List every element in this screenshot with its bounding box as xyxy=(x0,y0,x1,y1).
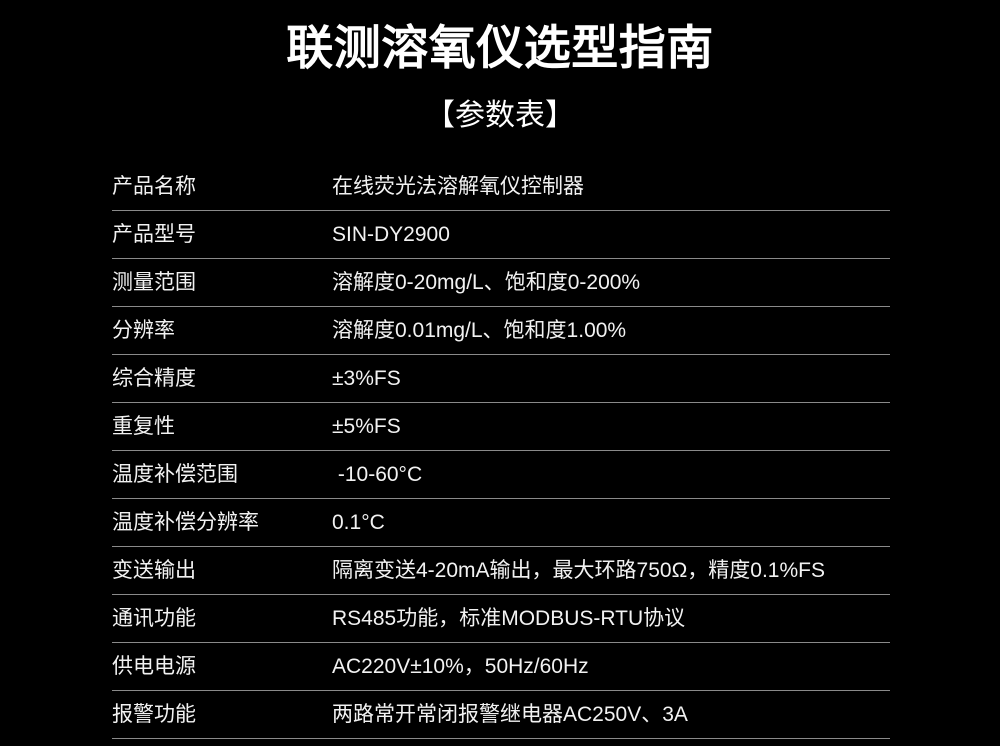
table-row-accuracy: 综合精度 ±3%FS xyxy=(112,355,890,403)
spec-value: AC220V±10%，50Hz/60Hz xyxy=(332,654,589,678)
table-row-measure-range: 测量范围 溶解度0-20mg/L、饱和度0-200% xyxy=(112,259,890,307)
spec-label: 重复性 xyxy=(112,414,175,438)
table-row-temp-comp-range: 温度补偿范围 -10-60°C xyxy=(112,451,890,499)
spec-label: 变送输出 xyxy=(112,558,196,582)
spec-label: 分辨率 xyxy=(112,318,175,342)
spec-value: 隔离变送4-20mA输出，最大环路750Ω，精度0.1%FS xyxy=(332,558,825,582)
spec-table: 产品名称 在线荧光法溶解氧仪控制器 产品型号 SIN-DY2900 测量范围 溶… xyxy=(112,163,890,739)
spec-label: 温度补偿范围 xyxy=(112,462,238,486)
spec-value: 在线荧光法溶解氧仪控制器 xyxy=(332,174,584,198)
spec-value: 两路常开常闭报警继电器AC250V、3A xyxy=(332,702,688,726)
table-row-transmit-output: 变送输出 隔离变送4-20mA输出，最大环路750Ω，精度0.1%FS xyxy=(112,547,890,595)
spec-label: 产品型号 xyxy=(112,222,196,246)
spec-value: 溶解度0.01mg/L、饱和度1.00% xyxy=(332,318,627,342)
page-subtitle: 【参数表】 xyxy=(425,99,575,133)
spec-label: 温度补偿分辨率 xyxy=(112,510,259,534)
table-row-power-supply: 供电电源 AC220V±10%，50Hz/60Hz xyxy=(112,643,890,691)
spec-label: 通讯功能 xyxy=(112,606,196,630)
spec-value: SIN-DY2900 xyxy=(332,222,450,246)
spec-label: 供电电源 xyxy=(112,654,196,678)
spec-value: ±3%FS xyxy=(332,366,401,390)
table-row-temp-comp-resolution: 温度补偿分辨率 0.1°C xyxy=(112,499,890,547)
spec-value: -10-60°C xyxy=(332,462,423,486)
table-row-communication: 通讯功能 RS485功能，标准MODBUS-RTU协议 xyxy=(112,595,890,643)
spec-value: RS485功能，标准MODBUS-RTU协议 xyxy=(332,606,686,630)
spec-label: 综合精度 xyxy=(112,366,196,390)
spec-value: ±5%FS xyxy=(332,414,401,438)
table-row-resolution: 分辨率 溶解度0.01mg/L、饱和度1.00% xyxy=(112,307,890,355)
spec-label: 报警功能 xyxy=(112,702,196,726)
spec-value: 溶解度0-20mg/L、饱和度0-200% xyxy=(332,270,641,294)
table-row-product-name: 产品名称 在线荧光法溶解氧仪控制器 xyxy=(112,163,890,211)
spec-label: 测量范围 xyxy=(112,270,196,294)
table-row-repeatability: 重复性 ±5%FS xyxy=(112,403,890,451)
table-row-alarm: 报警功能 两路常开常闭报警继电器AC250V、3A xyxy=(112,691,890,739)
table-row-product-model: 产品型号 SIN-DY2900 xyxy=(112,211,890,259)
page-title: 联测溶氧仪选型指南 xyxy=(286,21,714,74)
spec-value: 0.1°C xyxy=(332,510,385,534)
spec-label: 产品名称 xyxy=(112,174,196,198)
